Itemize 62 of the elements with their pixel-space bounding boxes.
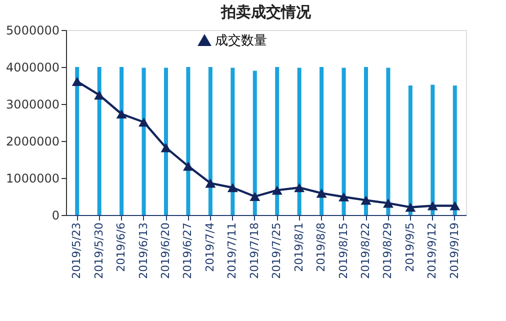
x-tick-label: 2019/9/19: [448, 222, 461, 279]
point: [72, 76, 82, 86]
x-tick-label: 2019/6/27: [181, 222, 194, 279]
bar: [164, 68, 168, 215]
point: [116, 109, 127, 119]
point: [427, 201, 438, 210]
y-tick-label: 1000000: [6, 172, 60, 186]
bar: [408, 86, 412, 215]
point: [360, 196, 372, 205]
bar: [208, 67, 212, 215]
x-tick-label: 2019/6/6: [114, 222, 128, 272]
x-tick-label: 2019/8/8: [314, 222, 328, 272]
point: [405, 202, 416, 212]
bar: [430, 84, 435, 215]
x-tick-label: 2019/8/22: [359, 222, 372, 279]
x-tick-label: 2019/7/4: [203, 222, 216, 272]
x-tick-label: 2019/5/30: [92, 222, 106, 279]
y-tick-label: 0: [52, 208, 60, 222]
bar: [120, 67, 124, 215]
x-tick-label: 2019/9/12: [426, 222, 439, 279]
point: [250, 192, 260, 202]
y-tick-label: 4000000: [6, 60, 60, 74]
x-tick-label: 2019/9/5: [403, 222, 416, 272]
y-tick-label: 5000000: [6, 24, 60, 38]
x-tick-label: 2019/6/20: [159, 222, 172, 279]
point: [138, 118, 150, 127]
bar: [230, 68, 235, 215]
x-tick-label: 2019/7/25: [270, 222, 284, 279]
point: [338, 192, 350, 202]
point: [272, 186, 282, 195]
bar: [452, 86, 457, 215]
point: [205, 178, 216, 188]
bar: [364, 67, 368, 215]
point: [294, 183, 305, 192]
x-tick-label: 2019/8/29: [381, 222, 394, 279]
bar: [142, 68, 146, 215]
bar: [186, 67, 190, 215]
y-tick-label: 3000000: [6, 98, 60, 112]
point: [382, 198, 394, 208]
point: [316, 188, 327, 198]
x-tick-label: 2019/7/11: [226, 222, 239, 279]
point: [160, 143, 172, 152]
x-tick-label: 2019/8/1: [292, 222, 306, 272]
bar: [386, 68, 390, 215]
point: [94, 90, 105, 100]
point: [450, 201, 460, 210]
x-tick-label: 2019/7/18: [248, 222, 261, 279]
x-tick-label: 2019/8/15: [336, 222, 350, 279]
bar: [320, 67, 324, 215]
chart-title: 拍卖成交情况: [220, 3, 312, 21]
y-tick-label: 2000000: [6, 134, 60, 148]
bar: [342, 68, 346, 215]
bar: [275, 67, 280, 215]
x-tick-label: 2019/5/23: [70, 222, 84, 279]
bar: [297, 68, 302, 215]
bar: [75, 67, 80, 215]
bar: [97, 67, 102, 215]
point: [227, 183, 238, 192]
bar: [252, 70, 257, 215]
point: [182, 162, 194, 171]
legend-label: 成交数量: [215, 32, 267, 48]
x-tick-label: 2019/6/13: [136, 222, 150, 279]
